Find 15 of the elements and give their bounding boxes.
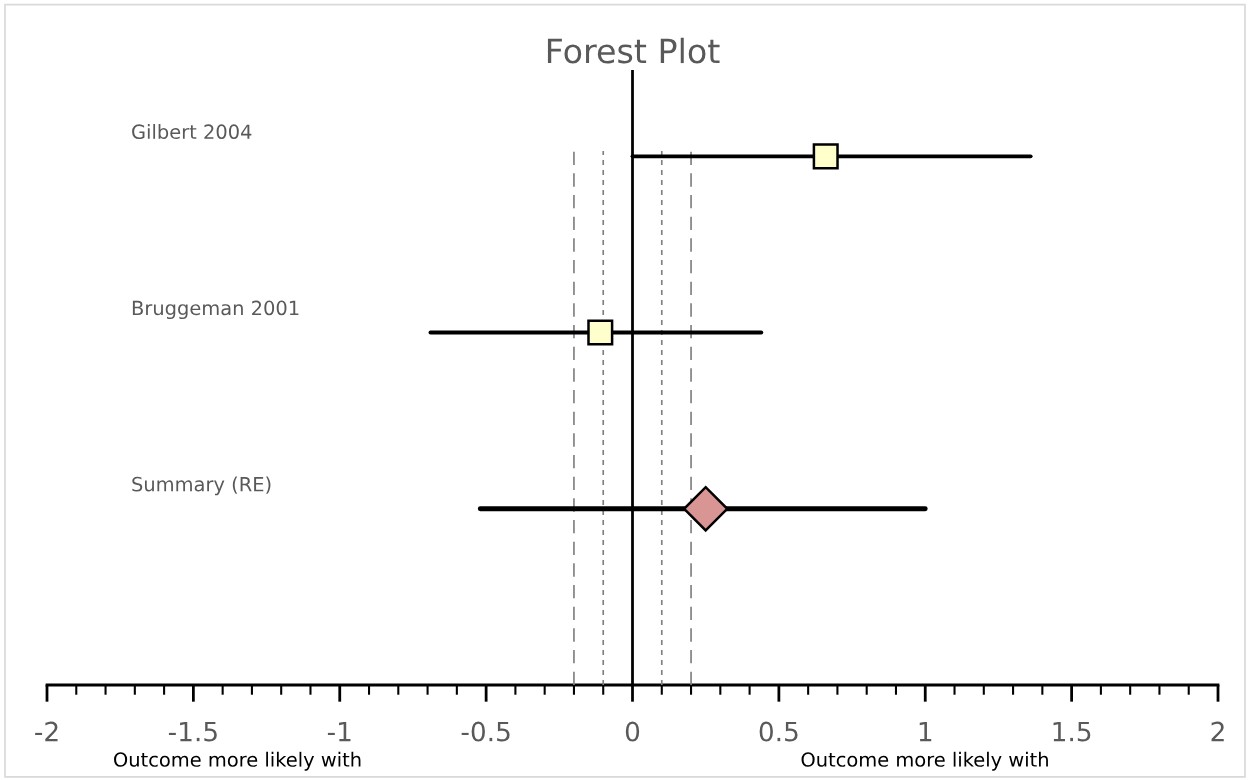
x-tick-label: 1.5 [1053, 721, 1091, 742]
chart-title: Forest Plot [547, 37, 720, 64]
y-tick-label: Bruggeman 2001 [132, 300, 299, 320]
text: Outcome more likely with [114, 751, 361, 771]
x-tick-label: 0 [625, 721, 640, 742]
x-tick-label: -1 [327, 721, 351, 742]
y-tick-label: Gilbert 2004 [132, 124, 252, 140]
y-tick-label: Summary (RE) [132, 476, 271, 496]
x-tick-label: 0.5 [759, 721, 798, 742]
x-tick-label: 2 [1211, 721, 1224, 742]
x-tick-label: 1 [919, 721, 932, 742]
x-tick-label: -2 [35, 721, 58, 742]
x-tick-label: -1.5 [168, 721, 217, 742]
text: Outcome more likely with [801, 751, 1048, 771]
x-tick-label: -0.5 [461, 721, 510, 742]
